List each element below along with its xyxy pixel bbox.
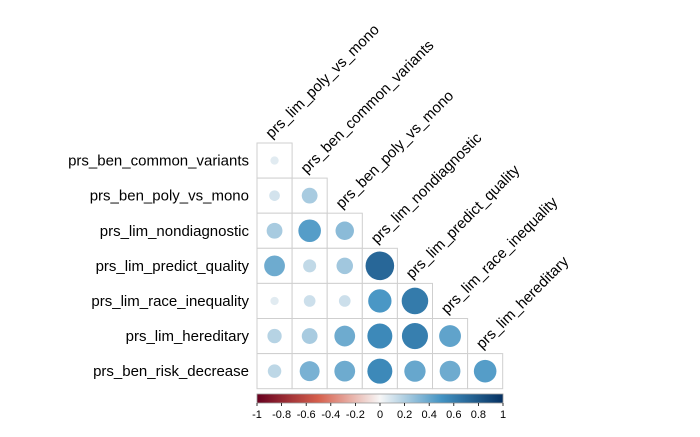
column-label: prs_ben_poly_vs_mono bbox=[333, 87, 458, 212]
colorbar-tick-label: 0.8 bbox=[471, 409, 486, 421]
correlation-circle bbox=[299, 361, 320, 382]
correlation-circle bbox=[269, 190, 280, 201]
row-labels: prs_ben_common_variants prs_ben_poly_vs_m… bbox=[68, 153, 249, 381]
matrix-cell bbox=[256, 353, 293, 390]
correlation-circle bbox=[336, 257, 353, 275]
colorbar-tick-label: 0 bbox=[377, 409, 383, 421]
colorbar-tick-label: 0.4 bbox=[422, 409, 437, 421]
matrix-cell bbox=[361, 282, 398, 319]
correlation-circle bbox=[338, 295, 351, 307]
correlation-circle bbox=[368, 289, 392, 313]
column-label: prs_ben_common_variants bbox=[297, 37, 437, 177]
correlation-circle bbox=[439, 325, 461, 347]
colorbar-tick-label: 0.2 bbox=[397, 409, 412, 421]
correlation-circle bbox=[270, 296, 279, 306]
correlation-circle bbox=[367, 358, 393, 384]
row-label: prs_ben_risk_decrease bbox=[93, 363, 249, 380]
column-label: prs_lim_poly_vs_mono bbox=[262, 21, 382, 141]
correlation-circle bbox=[301, 187, 318, 204]
correlation-circle bbox=[301, 328, 318, 344]
correlation-circle bbox=[367, 323, 393, 349]
colorbar-tick-label: 1 bbox=[500, 409, 506, 421]
correlation-circle bbox=[473, 359, 497, 383]
correlation-circle bbox=[266, 222, 283, 239]
row-label: prs_ben_common_variants bbox=[68, 153, 249, 170]
colorbar: -1 -0.8 -0.6 -0.4 -0.2 0 0.2 0.4 0.6 0.8 1 bbox=[252, 393, 506, 421]
correlation-circle bbox=[298, 219, 321, 243]
correlation-circle bbox=[404, 360, 426, 382]
correlation-circle bbox=[334, 325, 356, 347]
row-label: prs_ben_poly_vs_mono bbox=[90, 188, 249, 205]
colorbar-tick-label: -0.2 bbox=[346, 409, 365, 421]
correlation-circle bbox=[439, 360, 461, 382]
row-label: prs_lim_race_inequality bbox=[91, 293, 249, 310]
correlation-circle bbox=[267, 328, 282, 344]
matrix-cell bbox=[291, 247, 328, 284]
colorbar-tick-label: -0.4 bbox=[321, 409, 340, 421]
colorbar-tick-label: -1 bbox=[252, 409, 262, 421]
correlation-circle bbox=[401, 323, 429, 350]
correlation-circle bbox=[267, 364, 282, 378]
correlation-circle bbox=[303, 259, 317, 273]
row-label: prs_lim_hereditary bbox=[126, 328, 250, 345]
row-label: prs_lim_nondiagnostic bbox=[100, 223, 250, 240]
correlation-circle bbox=[303, 295, 316, 307]
colorbar-tick-label: -0.6 bbox=[297, 409, 316, 421]
row-label: prs_lim_predict_quality bbox=[96, 258, 250, 275]
correlation-circle bbox=[401, 287, 429, 315]
correlation-circle bbox=[270, 156, 279, 165]
colorbar-gradient bbox=[256, 393, 504, 404]
circle-layer bbox=[264, 156, 497, 384]
correlation-circle bbox=[264, 255, 285, 277]
correlation-circle bbox=[365, 251, 395, 281]
column-label: prs_lim_race_inequality bbox=[438, 194, 562, 318]
colorbar-tick-label: -0.8 bbox=[272, 409, 291, 421]
column-label: prs_lim_predict_quality bbox=[403, 161, 524, 282]
colorbar-tick-label: 0.6 bbox=[446, 409, 461, 421]
correlation-circle bbox=[335, 221, 354, 240]
correlation-circle bbox=[334, 360, 356, 382]
